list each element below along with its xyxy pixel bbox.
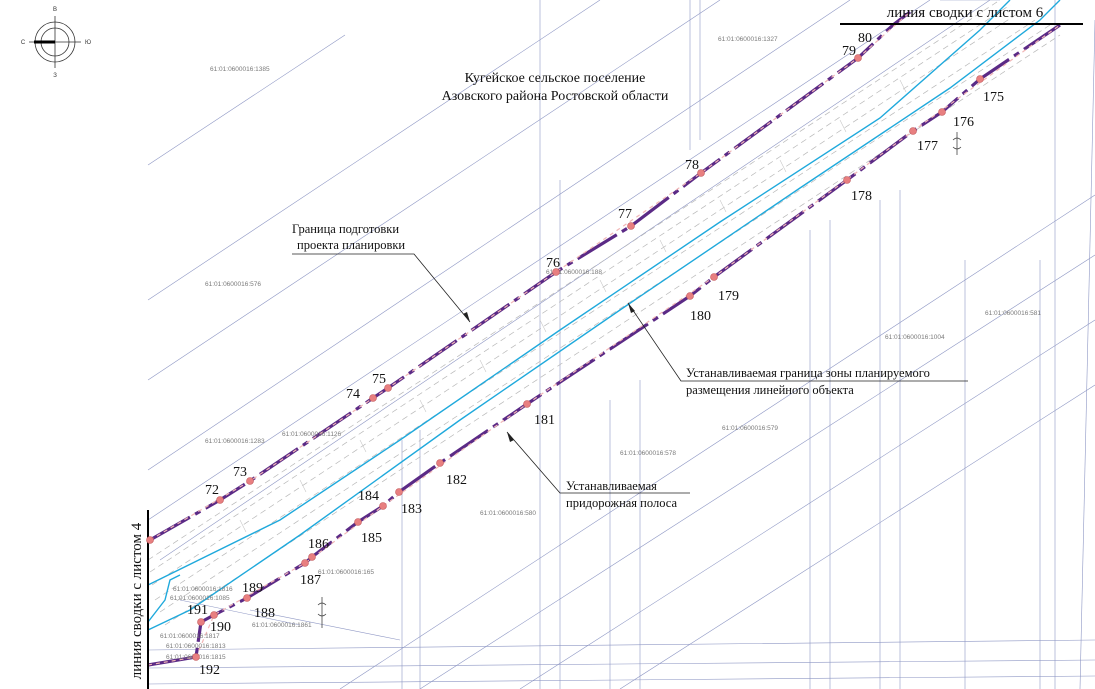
point-label-175: 175 bbox=[983, 90, 1004, 105]
sheet-join-left-label: линия сводки с листом 4 bbox=[129, 522, 145, 679]
compass-icon: В З С Ю bbox=[21, 7, 91, 79]
boundary-point-179 bbox=[710, 273, 718, 281]
point-label-176: 176 bbox=[953, 115, 974, 130]
point-label-74: 74 bbox=[346, 387, 360, 402]
callout-roadside-strip: Устанавливаемая придорожная полоса bbox=[506, 431, 690, 510]
point-label-72: 72 bbox=[205, 483, 219, 498]
point-label-178: 178 bbox=[851, 189, 872, 204]
sheet-join-top-label: линия сводки с листом 6 bbox=[887, 5, 1044, 21]
cadastral-label: 61:01:0600016:1813 bbox=[166, 643, 226, 650]
cadastral-label: 61:01:0600016:1385 bbox=[210, 66, 270, 73]
boundary-point-180 bbox=[686, 292, 694, 300]
boundary-point-184 bbox=[379, 502, 387, 510]
boundary-point-79 bbox=[854, 54, 862, 62]
callout-zone-boundary: Устанавливаемая граница зоны планируемог… bbox=[627, 302, 968, 397]
boundary-point-75 bbox=[384, 384, 392, 392]
boundary-point-73 bbox=[246, 477, 254, 485]
boundary-point-182 bbox=[436, 459, 444, 467]
cadastral-label: 61:01:0600016:581 bbox=[985, 310, 1041, 317]
point-label-191: 191 bbox=[187, 603, 208, 618]
cadastral-label: 61:01:0600016:579 bbox=[722, 425, 778, 432]
point-labels: 72 73 74 75 76 77 78 79 80 175 176 177 1… bbox=[187, 31, 1004, 678]
boundary-point-187 bbox=[301, 559, 309, 567]
callout-planning-boundary-line1: Граница подготовки bbox=[292, 222, 399, 236]
boundary-point-78 bbox=[697, 169, 705, 177]
cadastral-label: 61:01:0600016:576 bbox=[205, 281, 261, 288]
boundary-point-192 bbox=[192, 653, 200, 661]
boundary-point-76 bbox=[552, 268, 560, 276]
boundary-points bbox=[146, 54, 984, 661]
pylon-icon bbox=[317, 597, 327, 628]
boundary-point-185 bbox=[354, 518, 362, 526]
boundary-point-178 bbox=[843, 176, 851, 184]
marker-symbols bbox=[317, 132, 962, 628]
point-label-181: 181 bbox=[534, 413, 555, 428]
cadastral-label: 61:01:0600016:578 bbox=[620, 450, 676, 457]
compass-e-label: Ю bbox=[85, 40, 91, 46]
boundary-point-176 bbox=[938, 108, 946, 116]
boundary-point-72 bbox=[216, 496, 224, 504]
point-label-76: 76 bbox=[546, 256, 560, 271]
boundary-point-74 bbox=[369, 394, 377, 402]
boundary-point-175 bbox=[976, 75, 984, 83]
point-label-192: 192 bbox=[199, 663, 220, 678]
compass-s-label: З bbox=[53, 73, 57, 79]
settlement-name-line1: Кугейское сельское поселение bbox=[465, 71, 646, 86]
cadastral-label: 61:01:0600016:1126 bbox=[282, 431, 342, 438]
callout-planning-boundary-line2: проекта планировки bbox=[297, 238, 405, 252]
callout-roadside-strip-line2: придорожная полоса bbox=[566, 496, 677, 510]
callout-planning-boundary: Граница подготовки проекта планировки bbox=[292, 222, 471, 323]
point-label-180: 180 bbox=[690, 309, 711, 324]
boundary-point-183 bbox=[395, 488, 403, 496]
point-label-188: 188 bbox=[254, 606, 275, 621]
boundary-point-177 bbox=[909, 127, 917, 135]
point-label-190: 190 bbox=[210, 620, 231, 635]
callout-zone-boundary-line1: Устанавливаемая граница зоны планируемог… bbox=[686, 366, 930, 380]
compass-n-label: В bbox=[53, 7, 57, 13]
point-label-183: 183 bbox=[401, 502, 422, 517]
cadastral-label: 61:01:0600016:188 bbox=[546, 269, 602, 276]
cadastral-label: 61:01:0600016:1861 bbox=[252, 622, 312, 629]
point-label-77: 77 bbox=[618, 207, 632, 222]
point-label-179: 179 bbox=[718, 289, 739, 304]
boundary-point-181 bbox=[523, 400, 531, 408]
cadastral-label: 61:01:0600016:165 bbox=[318, 569, 374, 576]
point-label-73: 73 bbox=[233, 465, 247, 480]
point-label-177: 177 bbox=[917, 139, 938, 154]
cadastral-label: 61:01:0600016:1004 bbox=[885, 334, 945, 341]
point-label-78: 78 bbox=[685, 158, 699, 173]
cadastral-labels: 61:01:0600016:1385 61:01:0600016:1327 61… bbox=[160, 36, 1041, 661]
compass-w-label: С bbox=[21, 40, 26, 46]
boundary-point-191 bbox=[197, 618, 205, 626]
point-label-75: 75 bbox=[372, 372, 386, 387]
point-label-189: 189 bbox=[242, 581, 263, 596]
point-label-182: 182 bbox=[446, 473, 467, 488]
point-label-186: 186 bbox=[308, 537, 329, 552]
boundary-point-186 bbox=[308, 553, 316, 561]
cadastral-label: 61:01:0600016:1327 bbox=[718, 36, 778, 43]
cadastral-label: 61:01:0600016:1283 bbox=[205, 438, 265, 445]
cadastral-label: 61:01:0600016:1817 bbox=[160, 633, 220, 640]
boundary-point-77 bbox=[627, 222, 635, 230]
settlement-name-line2: Азовского района Ростовской области bbox=[442, 89, 669, 104]
boundary-point-189 bbox=[243, 594, 251, 602]
cadastral-label: 61:01:0600016:1816 bbox=[173, 586, 233, 593]
road-edges bbox=[147, 0, 1061, 631]
point-label-184: 184 bbox=[358, 489, 379, 504]
parcel-lines bbox=[147, 0, 1095, 689]
point-label-185: 185 bbox=[361, 531, 382, 546]
callout-roadside-strip-line1: Устанавливаемая bbox=[566, 479, 657, 493]
pylon-icon bbox=[952, 132, 962, 155]
point-label-79: 79 bbox=[842, 44, 856, 59]
point-label-187: 187 bbox=[300, 573, 321, 588]
road-ticks bbox=[239, 79, 907, 533]
point-label-80: 80 bbox=[858, 31, 872, 46]
boundary-point-190 bbox=[210, 611, 218, 619]
cadastral-label: 61:01:0600016:580 bbox=[480, 510, 536, 517]
boundary-point bbox=[146, 536, 154, 544]
cadastral-label: 61:01:0600016:1085 bbox=[170, 595, 230, 602]
callout-zone-boundary-line2: размещения линейного объекта bbox=[686, 383, 854, 397]
